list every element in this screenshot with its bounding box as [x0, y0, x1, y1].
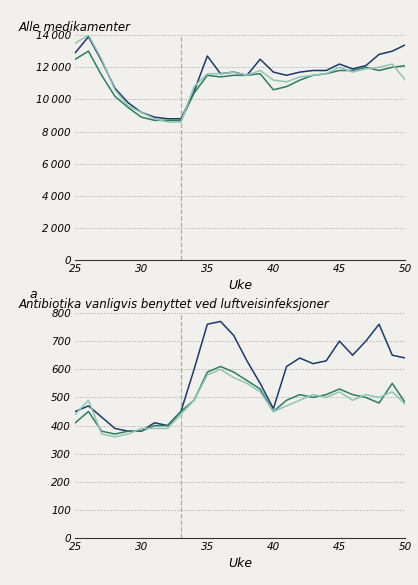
Text: a: a: [29, 288, 37, 301]
Text: Alle medikamenter: Alle medikamenter: [19, 20, 131, 33]
X-axis label: Uke: Uke: [228, 556, 252, 570]
Text: Antibiotika vanligvis benyttet ved luftveisinfeksjoner: Antibiotika vanligvis benyttet ved luftv…: [19, 298, 330, 311]
X-axis label: Uke: Uke: [228, 278, 252, 292]
